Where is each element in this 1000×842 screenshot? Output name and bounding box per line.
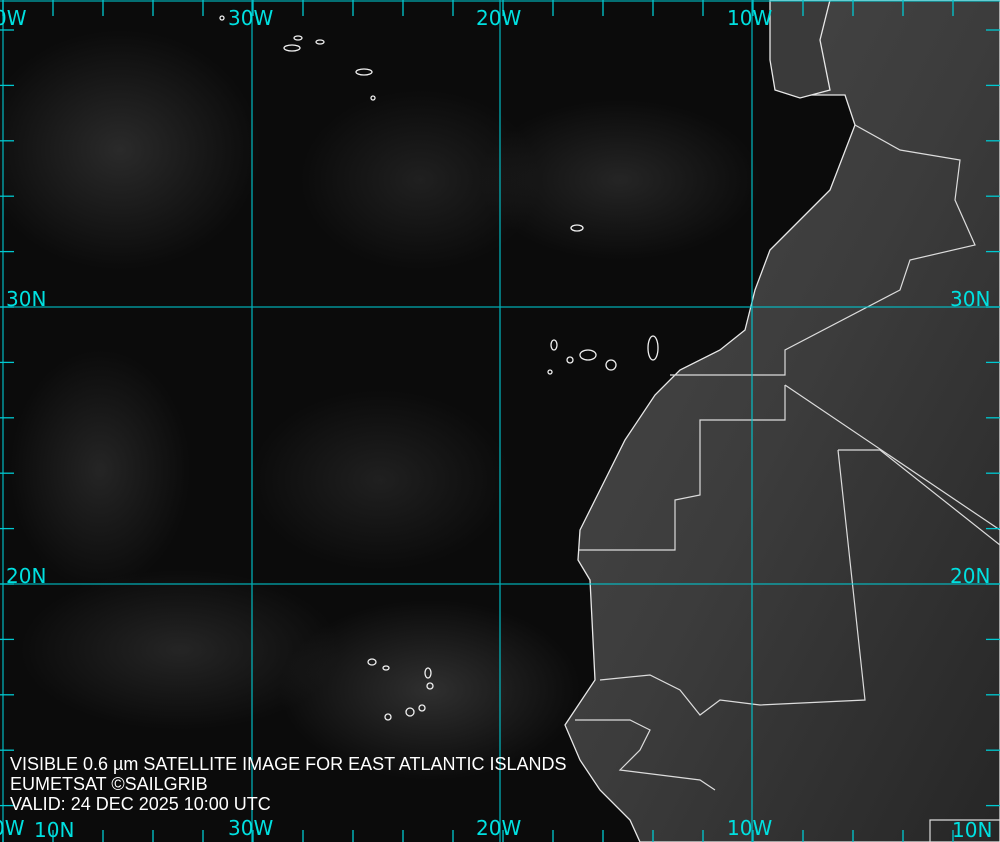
valid-time: VALID: 24 DEC 2025 10:00 UTC xyxy=(10,794,271,814)
left-lat-label: 30N xyxy=(6,287,47,311)
right-lat-label: 30N xyxy=(950,287,991,311)
top-lon-label: 0W xyxy=(0,6,27,30)
africa-land xyxy=(564,0,1000,842)
bottom-lat-label: 10N xyxy=(952,818,993,842)
image-title: VISIBLE 0.6 µm SATELLITE IMAGE FOR EAST … xyxy=(10,754,567,774)
right-lat-label: 20N xyxy=(950,564,991,588)
islands xyxy=(219,15,659,721)
iberia-land xyxy=(769,0,831,99)
top-lon-label: 30W xyxy=(228,6,274,30)
left-lat-label: 20N xyxy=(6,564,47,588)
image-credit: EUMETSAT ©SAILGRIB xyxy=(10,774,208,794)
top-lon-label: 10W xyxy=(727,6,773,30)
top-lon-label: 20W xyxy=(476,6,522,30)
bottom-lon-label: 0W xyxy=(0,816,25,840)
clouds xyxy=(0,30,760,780)
bottom-lon-label: 20W xyxy=(476,816,522,840)
bottom-lon-label: 30W xyxy=(228,816,274,840)
borders xyxy=(575,124,1000,842)
bottom-lat-label: 10N xyxy=(34,818,75,842)
bottom-lon-label: 10W xyxy=(727,816,773,840)
